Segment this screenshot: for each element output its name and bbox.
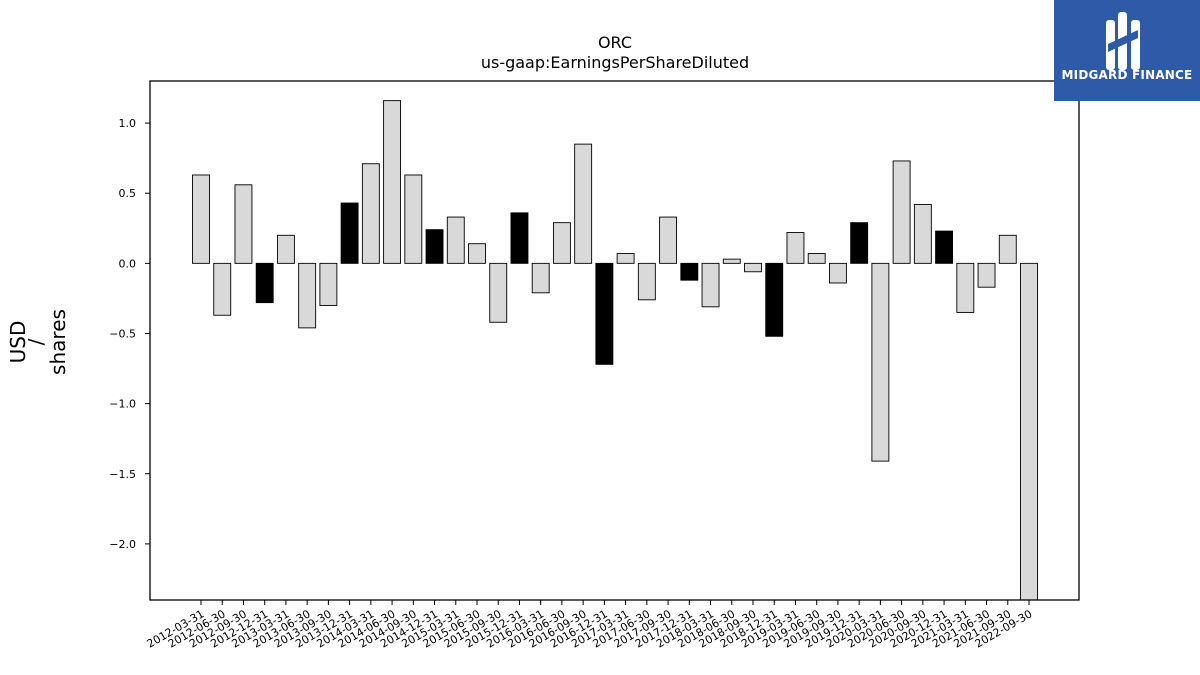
y-axis-label-line: USD bbox=[6, 321, 30, 364]
bar-2017-12-31 bbox=[680, 262, 699, 281]
bar-2014-09-30 bbox=[404, 174, 423, 264]
bar-2019-12-31 bbox=[850, 222, 869, 264]
bar-2013-03-31 bbox=[276, 234, 295, 264]
bars bbox=[192, 100, 1038, 601]
y-axis: 1.0 0.5 0.0 −0.5 −1.0 −1.5 −2.0 bbox=[109, 117, 150, 551]
y-axis-label: USD/shares bbox=[6, 309, 70, 375]
bar-2020-12-31 bbox=[935, 230, 954, 264]
plot-frame bbox=[149, 80, 1080, 601]
bar-2013-09-30 bbox=[319, 262, 338, 306]
x-axis: 2012-03-312012-06-302012-09-302012-12-31… bbox=[145, 600, 1035, 651]
logo: MIDGARD FINANCE bbox=[1054, 0, 1200, 101]
bar-2017-06-30 bbox=[637, 262, 656, 301]
y-axis-label-line: shares bbox=[46, 309, 70, 375]
y-tick-label: 0.0 bbox=[119, 257, 137, 270]
y-tick-label: −1.0 bbox=[109, 398, 136, 411]
bar-2015-06-30 bbox=[468, 243, 486, 264]
bar-2021-06-30 bbox=[977, 262, 996, 288]
bar-2016-03-31 bbox=[531, 262, 550, 294]
bar-2019-03-31 bbox=[786, 232, 805, 264]
bar-2012-06-30 bbox=[213, 262, 232, 316]
bar-2017-03-31 bbox=[616, 253, 635, 264]
bar-2021-03-31 bbox=[956, 262, 975, 313]
bar-2018-12-31 bbox=[765, 262, 784, 337]
logo-text: MIDGARD FINANCE bbox=[1061, 68, 1193, 82]
bar-2016-06-30 bbox=[552, 222, 571, 264]
bar-2014-06-30 bbox=[383, 100, 402, 264]
bar-2020-03-31 bbox=[871, 262, 890, 462]
logo-mark-icon bbox=[1106, 12, 1140, 70]
bar-2016-12-31 bbox=[595, 262, 614, 365]
bar-2017-09-30 bbox=[659, 216, 678, 264]
bar-2022-09-30 bbox=[1020, 262, 1038, 601]
bar-2021-09-30 bbox=[998, 234, 1017, 264]
y-tick-label: −2.0 bbox=[109, 538, 136, 551]
bar-2016-09-30 bbox=[574, 143, 593, 264]
bar-2012-03-31 bbox=[192, 174, 210, 264]
bar-2014-03-31 bbox=[361, 163, 380, 264]
chart-title: ORC bbox=[598, 33, 632, 52]
bar-2015-09-30 bbox=[489, 262, 508, 323]
bar-2020-09-30 bbox=[913, 203, 932, 264]
bar-2018-03-31 bbox=[701, 262, 720, 308]
bar-2018-06-30 bbox=[722, 258, 741, 264]
bar-2020-06-30 bbox=[892, 160, 911, 264]
bar-2012-12-31 bbox=[255, 262, 274, 304]
y-tick-label: 0.5 bbox=[119, 187, 137, 200]
bar-2018-09-30 bbox=[744, 262, 762, 273]
chart-subtitle: us-gaap:EarningsPerShareDiluted bbox=[481, 53, 749, 72]
bar-2013-06-30 bbox=[298, 262, 317, 329]
bar-2013-12-31 bbox=[340, 202, 359, 264]
y-axis-label-line: / bbox=[24, 338, 48, 345]
y-tick-label: −0.5 bbox=[109, 327, 136, 340]
bar-2019-09-30 bbox=[828, 262, 847, 284]
bar-2019-06-30 bbox=[807, 253, 826, 264]
y-tick-label: 1.0 bbox=[119, 117, 137, 130]
bar-2014-12-31 bbox=[425, 229, 444, 264]
bar-2015-03-31 bbox=[446, 216, 465, 264]
bar-2012-09-30 bbox=[234, 184, 253, 264]
bar-2015-12-31 bbox=[510, 212, 529, 264]
y-tick-label: −1.5 bbox=[109, 468, 136, 481]
